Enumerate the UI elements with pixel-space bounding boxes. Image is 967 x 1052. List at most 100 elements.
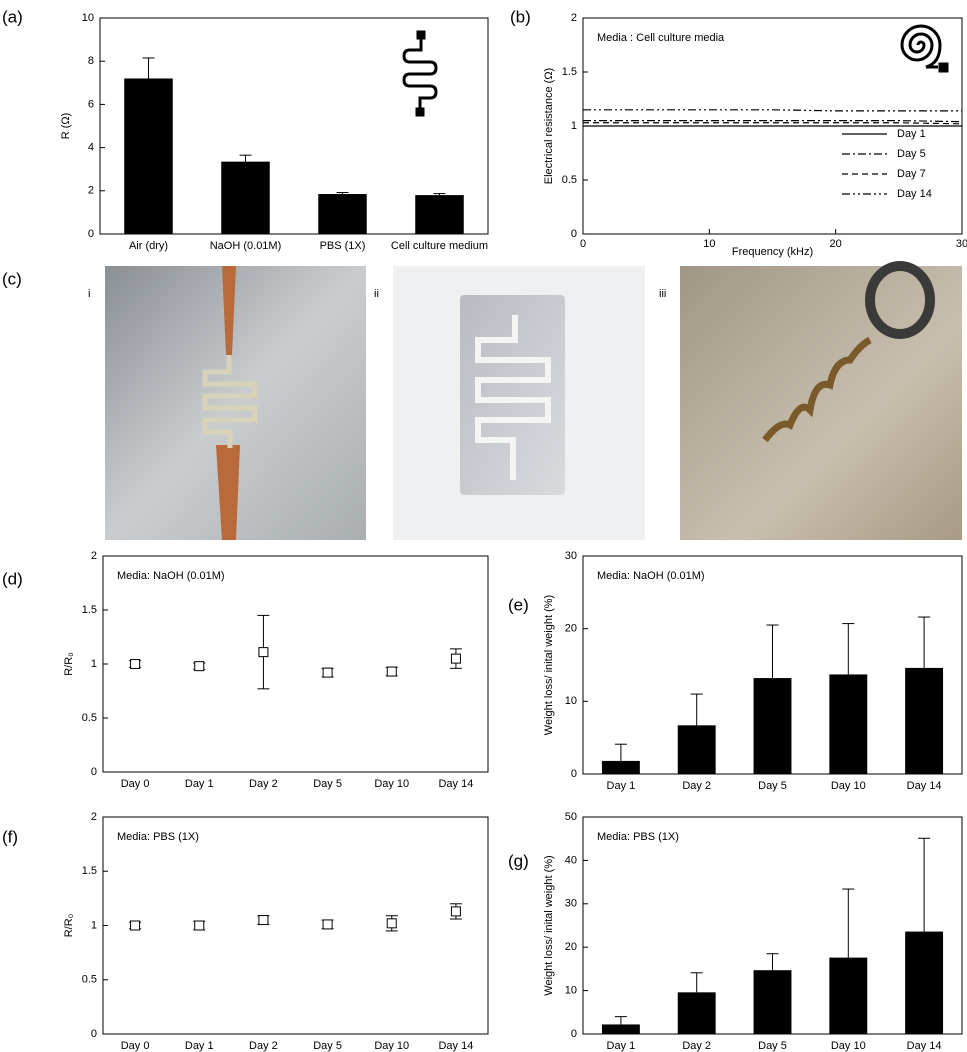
annotation: Media: PBS (1X) — [117, 831, 199, 843]
marker — [130, 659, 141, 669]
x-tick-label: Day 1 — [185, 1040, 214, 1052]
annotation: Media: NaOH (0.01M) — [597, 570, 705, 582]
marker — [386, 666, 397, 677]
x-tick-label: Day 5 — [758, 1040, 787, 1052]
legend-label: Day 14 — [897, 188, 932, 200]
legend-label: Day 7 — [897, 168, 926, 180]
y-tick-label: 1 — [91, 919, 97, 931]
bar — [905, 931, 944, 1034]
y-tick-label: 0.5 — [562, 174, 577, 186]
y-tick-label: 30 — [565, 898, 577, 910]
bar — [124, 78, 173, 234]
bar — [221, 161, 270, 234]
x-tick-label: 20 — [830, 238, 842, 250]
trace-ii — [475, 315, 551, 480]
photo-label: i — [88, 288, 90, 300]
y-tick-label: 0 — [571, 228, 577, 240]
panel-label: (f) — [2, 827, 18, 846]
x-tick-label: Day 5 — [758, 780, 787, 792]
marker — [194, 661, 205, 672]
x-tick-label: Day 10 — [374, 778, 409, 790]
y-tick-label: 50 — [565, 811, 577, 823]
spiral-icon — [900, 24, 949, 73]
x-tick-label: Day 10 — [831, 780, 866, 792]
x-tick-label: Day 0 — [121, 1040, 150, 1052]
serpentine-icon — [402, 30, 438, 117]
y-tick-label: 0 — [88, 228, 94, 240]
y-tick-label: 2 — [88, 185, 94, 197]
x-tick-label: 0 — [580, 238, 586, 250]
marker — [450, 653, 461, 664]
photo-iii — [680, 266, 962, 540]
annotation: Media: NaOH (0.01M) — [117, 570, 225, 582]
x-tick-label: Air (dry) — [129, 240, 168, 252]
x-tick-label: 10 — [703, 238, 715, 250]
marker — [386, 918, 397, 929]
y-axis-label: Weight loss/ inital weight (%) — [543, 855, 555, 995]
y-tick-label: 8 — [88, 55, 94, 67]
plot-frame — [102, 555, 489, 773]
x-tick-label: Day 10 — [831, 1040, 866, 1052]
y-axis-label: R/R₀ — [63, 652, 75, 676]
y-axis-label: R (Ω) — [60, 113, 72, 140]
x-tick-label: Day 14 — [438, 778, 473, 790]
x-tick-label: 30 — [956, 238, 967, 250]
x-tick-label: Day 1 — [607, 1040, 636, 1052]
y-tick-label: 0 — [91, 766, 97, 778]
y-tick-label: 2 — [91, 811, 97, 823]
y-tick-label: 1 — [91, 658, 97, 670]
plot-frame — [99, 17, 489, 235]
y-tick-label: 30 — [565, 550, 577, 562]
x-tick-label: Day 2 — [249, 1040, 278, 1052]
x-tick-label: Day 1 — [185, 778, 214, 790]
trace-i — [202, 355, 258, 448]
x-tick-label: Day 1 — [607, 780, 636, 792]
x-tick-label: Day 14 — [438, 1040, 473, 1052]
clip — [865, 261, 935, 339]
y-tick-label: 0.5 — [82, 712, 97, 724]
legend-label: Day 1 — [897, 128, 926, 140]
marker — [322, 667, 333, 678]
panel-label: (d) — [2, 569, 23, 588]
x-tick-label: Cell culture medium — [391, 240, 488, 252]
y-tick-label: 20 — [565, 941, 577, 953]
y-tick-label: 1.5 — [82, 604, 97, 616]
x-tick-label: Day 2 — [249, 778, 278, 790]
bar — [601, 1024, 640, 1034]
marker — [258, 915, 269, 926]
x-tick-label: Day 2 — [682, 780, 711, 792]
y-tick-label: 2 — [91, 550, 97, 562]
bar — [677, 992, 716, 1034]
bar — [829, 957, 868, 1034]
marker — [130, 920, 141, 931]
y-tick-label: 20 — [565, 623, 577, 635]
y-tick-label: 0 — [571, 1028, 577, 1040]
y-tick-label: 4 — [88, 142, 94, 154]
bar — [318, 194, 367, 234]
bar — [753, 970, 792, 1034]
bar — [753, 678, 792, 774]
annotation: Media : Cell culture media — [597, 32, 725, 44]
x-tick-label: Day 2 — [682, 1040, 711, 1052]
panel-label: (c) — [2, 269, 22, 288]
x-tick-label: NaOH (0.01M) — [210, 240, 282, 252]
y-tick-label: 6 — [88, 98, 94, 110]
substrate — [460, 295, 565, 495]
x-tick-label: Day 5 — [313, 1040, 342, 1052]
y-axis-label: R/R₀ — [63, 914, 75, 938]
series-line — [583, 122, 963, 125]
electrodes — [216, 266, 240, 540]
bar — [829, 674, 868, 774]
y-tick-label: 0 — [91, 1028, 97, 1040]
plot-frame — [102, 816, 489, 1035]
marker — [450, 906, 461, 917]
x-tick-label: Day 14 — [907, 780, 942, 792]
bar — [415, 195, 464, 234]
panel-label: (a) — [2, 7, 23, 26]
marker — [194, 920, 205, 931]
panel-label: (e) — [508, 595, 529, 614]
bar — [601, 760, 640, 774]
bar — [905, 667, 944, 774]
